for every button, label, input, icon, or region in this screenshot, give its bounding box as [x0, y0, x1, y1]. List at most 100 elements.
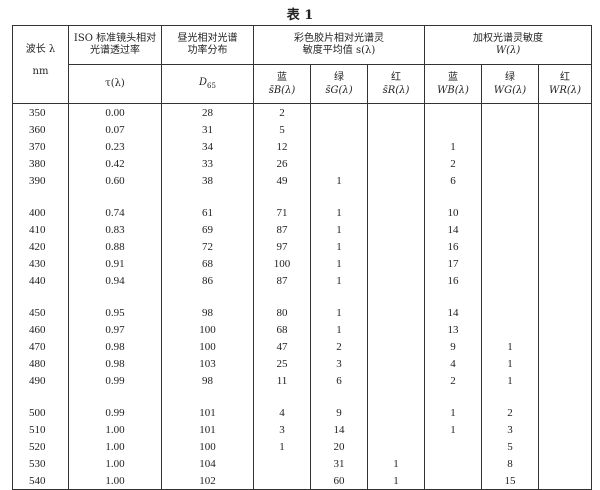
table-cell: 87: [253, 272, 311, 289]
table-cell: 100: [161, 438, 254, 455]
table-cell: 101: [161, 421, 254, 438]
table-cell: 87: [253, 221, 311, 238]
table-cell: 14: [310, 421, 368, 438]
table-cell: [538, 338, 593, 355]
table-cell: [538, 238, 593, 255]
table-row: 500 0.99 101 4 9 1 2: [12, 404, 593, 421]
table-cell: 104: [161, 455, 254, 472]
header-sr: 红 s̄R(λ): [366, 64, 426, 104]
table-cell: 1: [424, 421, 483, 438]
table-cell: 1: [481, 372, 540, 389]
table-cell: [481, 103, 540, 121]
table-cell: 1: [424, 138, 483, 155]
table-cell: [538, 355, 593, 372]
header-sb: 蓝 s̄B(λ): [253, 64, 311, 104]
header-film-sensitivity: 彩色胶片相对光谱灵 敏度平均值 s(λ): [252, 25, 426, 65]
table-cell: [538, 204, 593, 221]
table-cell: 38: [161, 172, 254, 189]
table-cell: 390: [12, 172, 69, 189]
table-cell: [538, 155, 593, 172]
table-cell: 420: [12, 238, 69, 255]
table-cell: [538, 255, 593, 272]
table-cell: 16: [424, 272, 483, 289]
table-cell: 450: [12, 304, 69, 321]
table-cell: 49: [253, 172, 311, 189]
table-cell: [366, 438, 426, 455]
table-cell: [481, 121, 540, 138]
table-cell: [538, 272, 593, 289]
table-cell: [366, 421, 426, 438]
header-iso: ISO 标准镜头相对 光谱透过率: [68, 25, 162, 65]
table-cell: 490: [12, 372, 69, 389]
table-cell: 0.95: [68, 304, 162, 321]
table-cell: 0.07: [68, 121, 162, 138]
header-weighted-sensitivity: 加权光谱灵敏度 W(λ): [424, 25, 593, 65]
row-spacer: [12, 389, 593, 404]
table-cell: 6: [424, 172, 483, 189]
table-cell: 430: [12, 255, 69, 272]
table-row: 350 0.00 28 2: [12, 103, 593, 121]
table-cell: 28: [161, 103, 254, 121]
header-wb: 蓝 WB(λ): [424, 64, 483, 104]
table-cell: [538, 472, 593, 490]
table-row: 510 1.00 101 3 14 1 3: [12, 421, 593, 438]
table-cell: 440: [12, 272, 69, 289]
table-cell: [481, 304, 540, 321]
table-cell: 61: [161, 204, 254, 221]
table-cell: [538, 421, 593, 438]
table-cell: 10: [424, 204, 483, 221]
table-cell: 500: [12, 404, 69, 421]
table-cell: 4: [424, 355, 483, 372]
table-cell: [366, 321, 426, 338]
table-cell: 460: [12, 321, 69, 338]
table-cell: [481, 155, 540, 172]
table-cell: 0.88: [68, 238, 162, 255]
table-cell: 100: [253, 255, 311, 272]
table-cell: 370: [12, 138, 69, 155]
table-row: 370 0.23 34 12 1: [12, 138, 593, 155]
table-cell: [538, 172, 593, 189]
table-cell: 1: [481, 355, 540, 372]
spectral-sensitivity-table: 波长 λ nm ISO 标准镜头相对 光谱透过率 昼光相对光谱 功率分布 彩色胶片相…: [12, 25, 593, 490]
table-row: 490 0.99 98 11 6 2 1: [12, 372, 593, 389]
table-cell: [366, 172, 426, 189]
table-cell: 72: [161, 238, 254, 255]
table-cell: 530: [12, 455, 69, 472]
table-cell: [481, 255, 540, 272]
table-cell: [366, 221, 426, 238]
table-cell: [366, 103, 426, 121]
table-cell: [366, 155, 426, 172]
table-cell: 470: [12, 338, 69, 355]
table-cell: 0.97: [68, 321, 162, 338]
table-cell: [366, 372, 426, 389]
table-cell: 510: [12, 421, 69, 438]
header-wg: 绿 WG(λ): [481, 64, 540, 104]
table-cell: 1: [310, 238, 368, 255]
table-cell: [538, 103, 593, 121]
table-cell: 350: [12, 103, 69, 121]
table-cell: 2: [481, 404, 540, 421]
table-cell: 3: [253, 421, 311, 438]
table-cell: [366, 121, 426, 138]
table-cell: [424, 455, 483, 472]
table-cell: 12: [253, 138, 311, 155]
table-cell: 103: [161, 355, 254, 372]
table-cell: 102: [161, 472, 254, 490]
table-cell: 2: [424, 372, 483, 389]
table-cell: 11: [253, 372, 311, 389]
table-cell: 1: [310, 172, 368, 189]
header-sg: 绿 s̄G(λ): [310, 64, 368, 104]
table-cell: 1: [253, 438, 311, 455]
table-cell: 14: [424, 304, 483, 321]
row-spacer: [12, 189, 593, 204]
table-cell: 80: [253, 304, 311, 321]
table-cell: [366, 304, 426, 321]
table-cell: 0.60: [68, 172, 162, 189]
table-cell: [538, 404, 593, 421]
table-cell: 0.99: [68, 404, 162, 421]
table-title: 表 1: [286, 8, 314, 23]
table-cell: [366, 272, 426, 289]
table-row: 420 0.88 72 97 1 16: [12, 238, 593, 255]
table-cell: [538, 438, 593, 455]
table-cell: 2: [424, 155, 483, 172]
